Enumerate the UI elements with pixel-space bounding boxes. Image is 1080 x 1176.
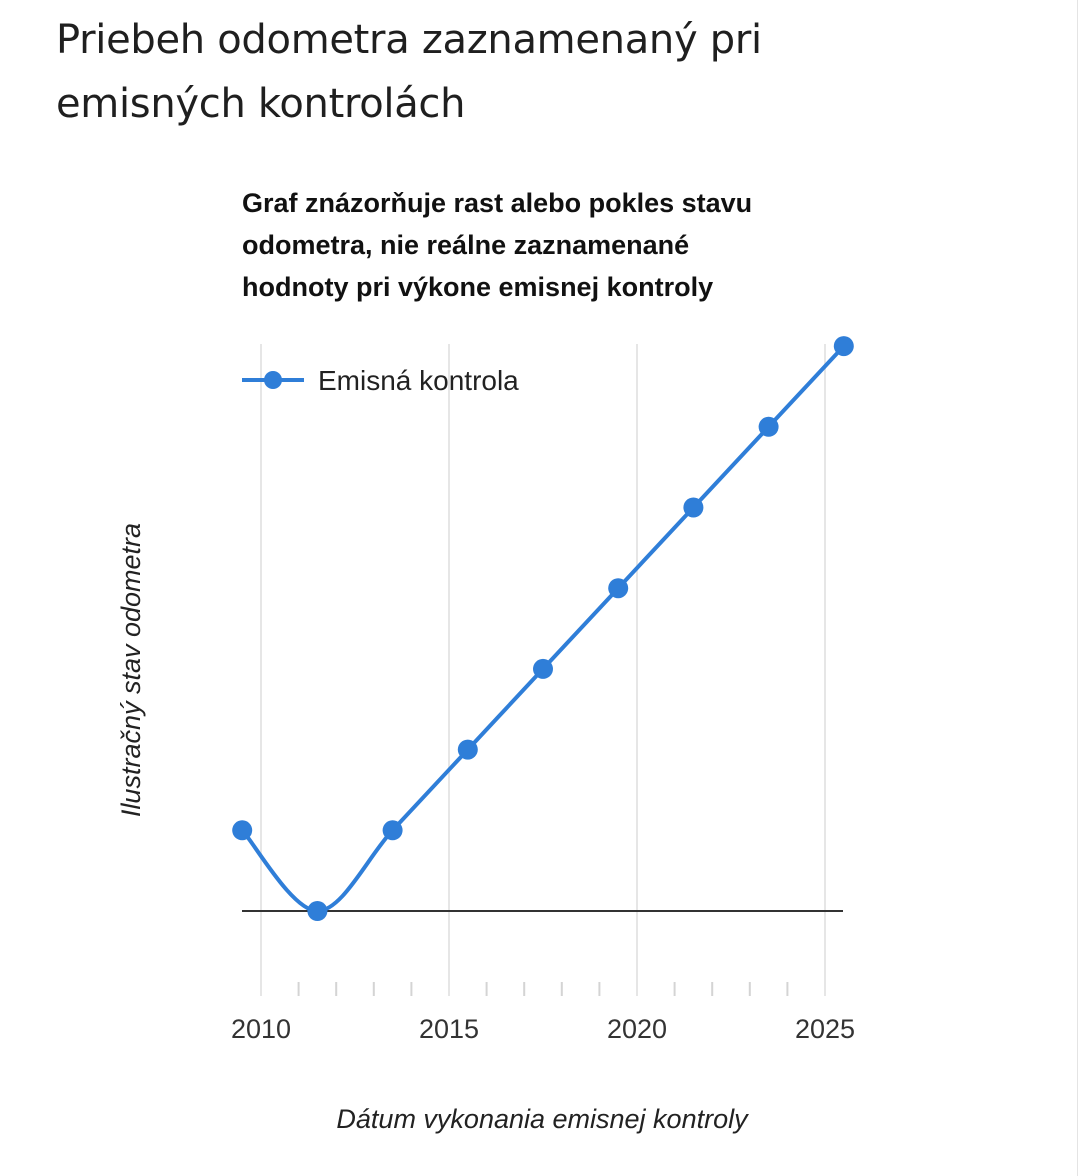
legend-marker	[264, 371, 282, 389]
x-axis-title: Dátum vykonania emisnej kontroly	[336, 1104, 749, 1134]
x-tick-label-2015: 2015	[419, 1014, 479, 1044]
data-point-4[interactable]	[533, 658, 553, 679]
data-point-8[interactable]	[833, 336, 854, 357]
x-tick-labels: 2010 2015 2020 2025	[231, 1014, 855, 1044]
series-points	[232, 336, 854, 921]
data-point-2[interactable]	[382, 820, 403, 841]
data-point-6[interactable]	[683, 497, 704, 518]
data-point-1[interactable]	[307, 901, 328, 921]
chart-title-line: Graf znázorňuje rast alebo pokles stavu	[242, 188, 752, 218]
data-point-0[interactable]	[232, 820, 253, 841]
series-line	[240, 344, 846, 913]
vertical-gridlines	[260, 344, 826, 996]
legend-label: Emisná kontrola	[318, 365, 519, 396]
series-emisna-kontrola	[232, 336, 854, 921]
chart-title-line: hodnoty pri výkone emisnej kontroly	[242, 272, 713, 302]
data-point-7[interactable]	[758, 416, 779, 437]
page-title: Priebeh odometra zaznamenaný pri emisnýc…	[56, 17, 762, 127]
page-edge-divider	[1077, 0, 1078, 1176]
chart-title: Graf znázorňuje rast alebo pokles stavu …	[242, 188, 752, 302]
data-point-5[interactable]	[608, 578, 629, 599]
x-tick-label-2010: 2010	[231, 1014, 291, 1044]
x-minor-ticks	[297, 982, 789, 996]
data-point-3[interactable]	[457, 739, 478, 760]
y-axis-title: Ilustračný stav odometra	[116, 523, 146, 817]
legend[interactable]: Emisná kontrola	[242, 365, 519, 396]
chart-title-line: odometra, nie reálne zaznamenané	[242, 230, 689, 260]
x-tick-label-2020: 2020	[607, 1014, 667, 1044]
x-tick-label-2025: 2025	[795, 1014, 855, 1044]
